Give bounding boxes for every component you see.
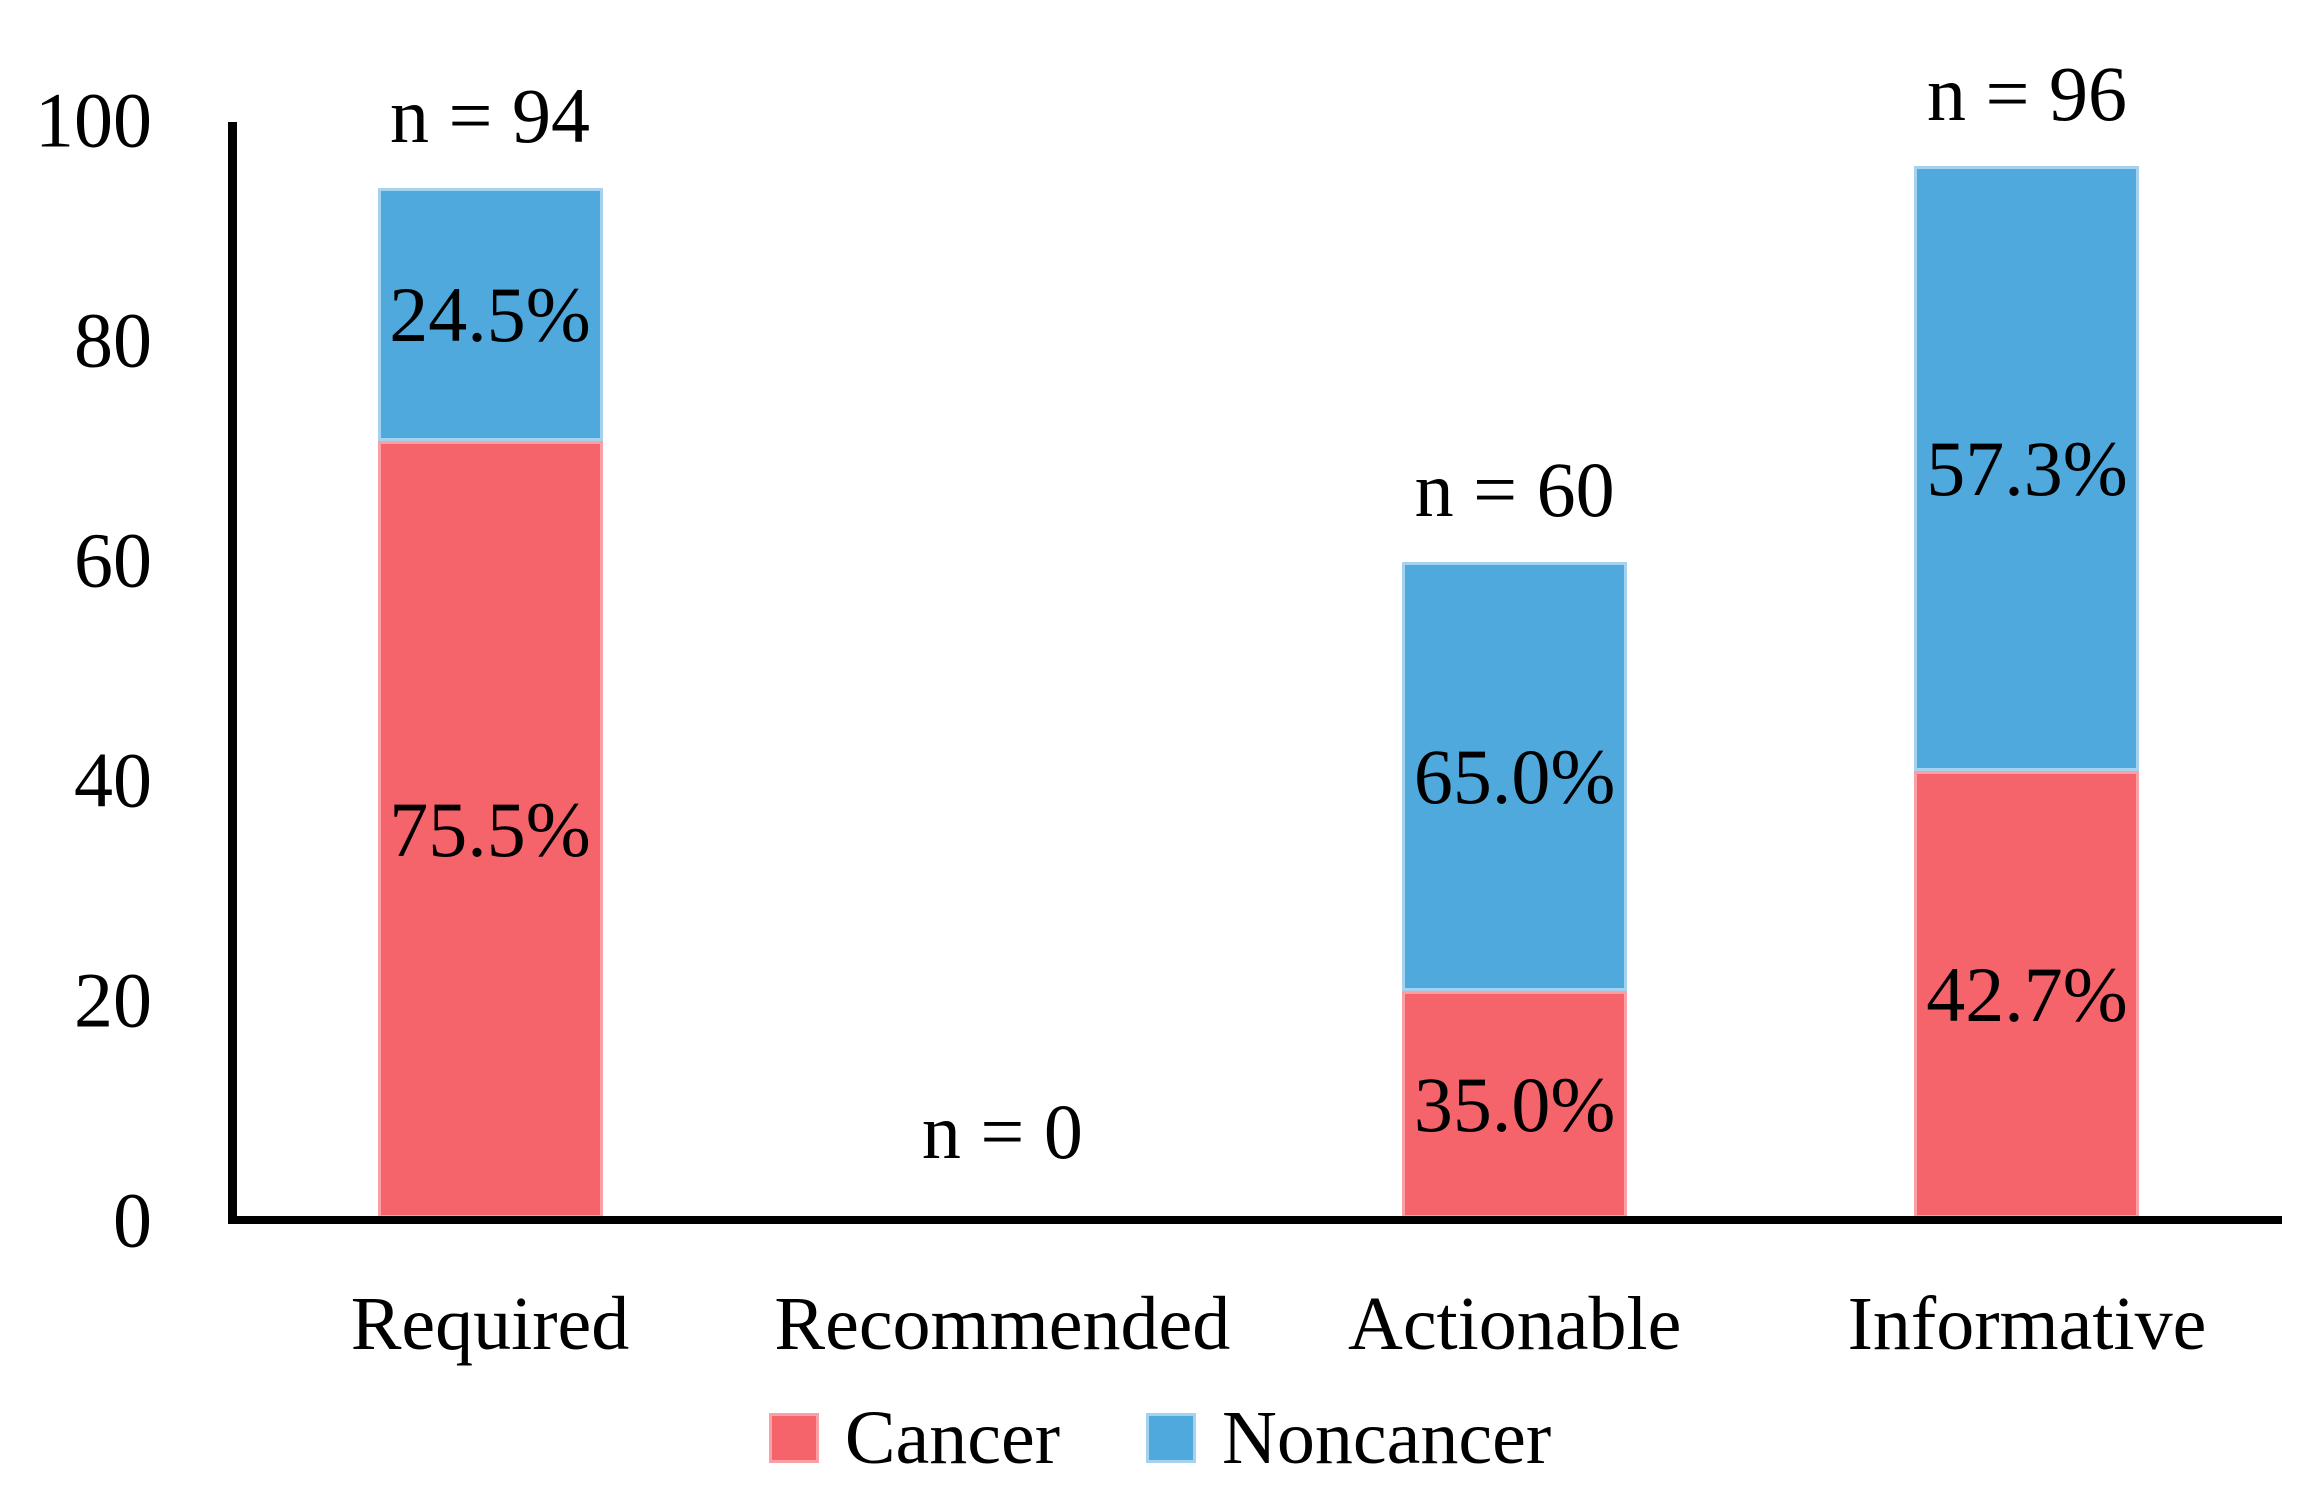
legend-label: Cancer: [844, 1396, 1061, 1480]
x-axis-category-label: Actionable: [1347, 1282, 1682, 1366]
bar-segment-cancer: [1914, 771, 2140, 1218]
y-axis-line: [228, 122, 237, 1224]
legend-swatch-noncancer: [1146, 1413, 1197, 1463]
y-axis-tick-label: 20: [74, 956, 152, 1044]
y-axis-tick-label: 100: [35, 76, 152, 164]
bar-segment-noncancer: [1914, 166, 2140, 772]
bar-segment-noncancer: [1402, 562, 1628, 991]
noncancer-percent-label: 24.5%: [389, 270, 591, 358]
bar-segment-cancer: [1402, 991, 1628, 1218]
cancer-percent-label: 75.5%: [389, 785, 591, 873]
bar-n-label: n = 60: [1414, 446, 1615, 533]
legend-item-noncancer: Noncancer: [1146, 1400, 1551, 1476]
noncancer-percent-label: 57.3%: [1926, 424, 2128, 512]
bar-n-label: n = 94: [390, 72, 590, 159]
x-axis-category-label: Informative: [1847, 1282, 2207, 1366]
y-axis-tick-label: 0: [113, 1176, 152, 1264]
x-axis-line: [228, 1216, 2282, 1224]
legend-item-cancer: Cancer: [768, 1396, 1061, 1480]
y-axis-tick-label: 60: [74, 516, 152, 604]
x-axis-category-label: Recommended: [774, 1282, 1231, 1366]
legend-swatch-cancer: [768, 1413, 819, 1463]
bar-segment-cancer: [377, 441, 603, 1218]
legend-label: Noncancer: [1222, 1396, 1552, 1480]
bar-n-label: n = 0: [921, 1088, 1083, 1175]
noncancer-percent-label: 65.0%: [1413, 732, 1616, 820]
x-axis-category-label: Required: [350, 1282, 630, 1366]
bar-n-label: n = 96: [1926, 50, 2127, 137]
chart-legend: Cancer Noncancer: [0, 1400, 2320, 1476]
bar-segment-noncancer: [377, 188, 603, 442]
y-axis-tick-label: 40: [74, 736, 152, 824]
y-axis-tick-label: 80: [74, 296, 152, 384]
cancer-percent-label: 35.0%: [1413, 1060, 1616, 1148]
cancer-percent-label: 42.7%: [1926, 950, 2128, 1038]
